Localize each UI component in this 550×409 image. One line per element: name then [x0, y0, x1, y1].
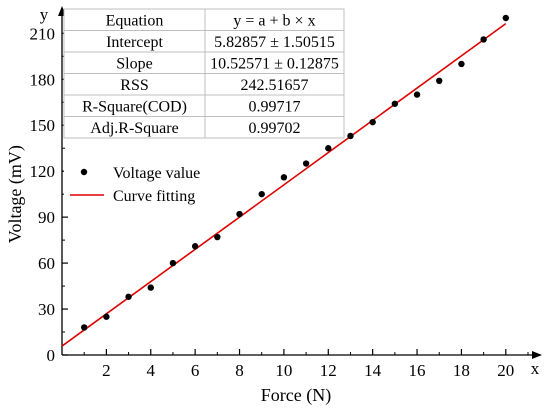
- data-point: [169, 259, 177, 267]
- stats-table-value: 5.82857 ± 1.50515: [214, 34, 335, 51]
- x-axis-title: Force (N): [261, 385, 331, 406]
- x-tick-label: 8: [235, 361, 244, 380]
- x-tick-label: 12: [320, 361, 337, 380]
- stats-table-value: 242.51657: [241, 77, 309, 94]
- plot-area: x y 2 4 6 8 10 12 14 16 18 20 0 30 60 90 120 150 180 210 For…: [5, 5, 542, 406]
- y-tick-label: 120: [30, 162, 56, 181]
- legend-point-marker: [80, 168, 88, 176]
- x-tick-label: 20: [497, 361, 514, 380]
- x-tick-label: 2: [102, 361, 111, 380]
- data-point: [480, 36, 487, 43]
- y-axis-title: Voltage (mV): [5, 145, 26, 243]
- x-axis-arrow-label: x: [531, 359, 540, 378]
- data-point: [502, 14, 510, 22]
- data-point: [369, 118, 376, 126]
- data-point: [325, 145, 332, 152]
- stats-table-key: Intercept: [106, 34, 163, 51]
- y-tick-label: 0: [47, 346, 56, 365]
- y-tick-label: 210: [30, 24, 56, 43]
- legend-box: [64, 158, 220, 210]
- data-point: [413, 91, 421, 98]
- data-point: [280, 174, 288, 181]
- data-point: [391, 100, 399, 107]
- data-point: [347, 132, 354, 140]
- x-tick-label: 14: [364, 361, 382, 380]
- data-point: [258, 190, 265, 198]
- stats-table-value: 10.52571 ± 0.12875: [210, 56, 339, 73]
- x-tick-label: 4: [147, 361, 156, 380]
- stats-table-key: RSS: [120, 77, 148, 94]
- data-point: [236, 210, 243, 218]
- fit-line: [61, 22, 507, 347]
- x-tick-label: 6: [191, 361, 200, 380]
- y-tick-label: 180: [30, 70, 56, 89]
- y-axis-arrow-label: y: [40, 5, 49, 24]
- y-tick-label: 150: [30, 116, 56, 135]
- data-point: [302, 160, 310, 167]
- data-point: [80, 324, 88, 331]
- data-point: [436, 77, 443, 85]
- stats-table-key: Slope: [116, 56, 152, 73]
- data-point: [214, 233, 221, 241]
- stats-table-value: 0.99702: [249, 120, 301, 137]
- stats-table-key: Equation: [106, 13, 164, 30]
- x-tick-label: 10: [275, 361, 292, 380]
- data-point: [147, 284, 154, 291]
- y-tick-label: 90: [38, 208, 55, 227]
- legend-label-points: Voltage value: [113, 165, 200, 182]
- x-tick-label: 18: [453, 361, 470, 380]
- stats-table-value: 0.99717: [249, 99, 301, 116]
- y-tick-label: 30: [38, 300, 55, 319]
- legend-label-fit: Curve fitting: [113, 188, 195, 205]
- data-point: [191, 243, 199, 250]
- data-point: [458, 60, 465, 68]
- data-point: [103, 313, 110, 320]
- x-axis-arrow: [532, 351, 542, 359]
- x-tick-label: 16: [409, 361, 426, 380]
- stats-table-value: y = a + b × x: [233, 13, 315, 30]
- stats-table-key: R-Square(COD): [82, 99, 187, 116]
- stats-table-key: Adj.R-Square: [90, 120, 178, 137]
- data-point: [125, 293, 132, 300]
- y-tick-label: 60: [38, 254, 55, 273]
